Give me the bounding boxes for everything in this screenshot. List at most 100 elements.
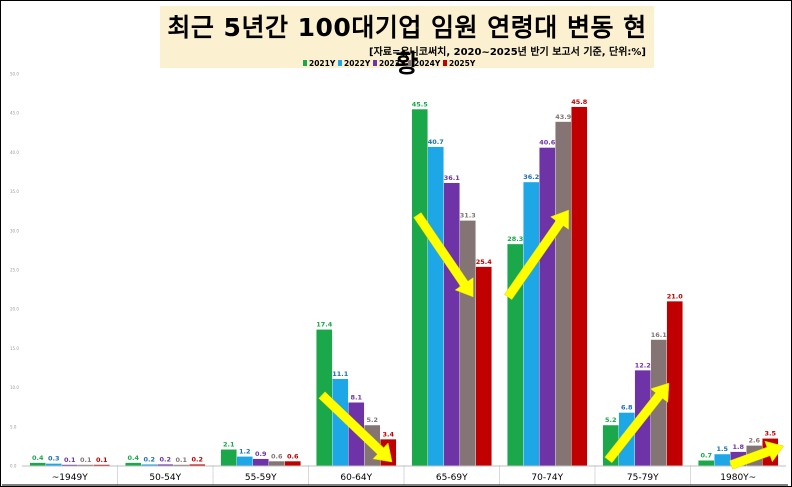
legend-swatch-2025Y	[443, 60, 447, 66]
data-label: 1.8	[732, 443, 744, 451]
y-tick-label: 10.0	[10, 385, 19, 390]
data-label: 21.0	[667, 292, 684, 300]
data-label: 1.2	[239, 448, 251, 456]
trend-arrow-down	[318, 391, 393, 463]
legend-label-2021Y: 2021Y	[309, 59, 336, 68]
data-label: 0.7	[700, 452, 712, 460]
data-label: 2.1	[223, 441, 235, 449]
data-label: 28.3	[507, 235, 523, 243]
data-label: 0.1	[96, 456, 108, 464]
x-tick-label: ~1949Y	[52, 473, 88, 483]
data-label: 12.2	[635, 361, 651, 369]
y-tick-label: 0.0	[10, 464, 17, 469]
bar-2021Y-65-69Y	[411, 109, 428, 466]
y-tick-label: 15.0	[10, 346, 19, 351]
bar-2023Y-55-59Y	[252, 458, 269, 466]
trend-arrow-up	[504, 209, 569, 300]
bar-2025Y-70-74Y	[571, 106, 588, 466]
data-label: 0.6	[271, 452, 283, 460]
data-label: 8.1	[350, 393, 362, 401]
title-box: 최근 5년간 100대기업 임원 연령대 변동 현황 [자료=유니코써치, 20…	[160, 6, 654, 78]
bar-2021Y-50-54Y	[125, 462, 142, 466]
bar-2025Y-~1949Y	[93, 464, 110, 466]
data-label: 36.2	[523, 173, 539, 181]
data-label: 43.9	[555, 113, 572, 121]
data-label: 0.2	[143, 455, 155, 463]
legend-label-2022Y: 2022Y	[344, 59, 371, 68]
x-tick-label: 75-79Y	[627, 473, 659, 483]
trend-arrow-up	[604, 382, 670, 464]
data-label: 0.4	[32, 454, 44, 462]
x-tick-label: 70-74Y	[531, 473, 563, 483]
bar-2022Y-50-54Y	[141, 464, 158, 466]
legend-swatch-2021Y	[303, 60, 307, 66]
data-label: 17.4	[316, 321, 333, 329]
bar-2024Y-70-74Y	[555, 121, 572, 466]
y-tick-label: 5.0	[10, 424, 17, 429]
y-tick-label: 25.0	[10, 268, 19, 273]
bar-2022Y-70-74Y	[523, 182, 540, 466]
bar-2024Y-~1949Y	[77, 464, 94, 466]
data-label: 0.1	[80, 456, 92, 464]
bar-2022Y-60-64Y	[332, 378, 349, 466]
data-label: 5.2	[605, 416, 617, 424]
x-tick-label: 55-59Y	[245, 473, 277, 483]
data-label: 40.7	[428, 138, 444, 146]
trend-arrow-down	[413, 212, 474, 298]
bar-2025Y-65-69Y	[475, 266, 492, 466]
bar-2022Y-1980Y~	[714, 454, 731, 466]
legend-swatch-2024Y	[408, 60, 412, 66]
data-label: 11.1	[332, 370, 349, 378]
x-tick-label: 65-69Y	[436, 473, 468, 483]
bar-2022Y-55-59Y	[236, 456, 253, 466]
bar-2024Y-65-69Y	[459, 220, 476, 466]
bar-2025Y-55-59Y	[284, 461, 301, 466]
bar-2023Y-~1949Y	[61, 464, 78, 466]
y-tick-label: 50.0	[10, 72, 19, 77]
data-label: 0.4	[127, 454, 139, 462]
chart-title: 최근 5년간 100대기업 임원 연령대 변동 현황	[167, 13, 647, 78]
data-label: 3.4	[382, 430, 394, 438]
data-label: 16.1	[651, 331, 668, 339]
data-label: 0.3	[48, 455, 60, 463]
y-tick-label: 20.0	[10, 307, 19, 312]
legend-swatch-2022Y	[338, 60, 342, 66]
data-label: 36.1	[444, 174, 461, 182]
data-label: 2.6	[748, 437, 760, 445]
bar-2025Y-50-54Y	[189, 464, 206, 466]
data-label: 0.1	[64, 456, 76, 464]
bar-2023Y-70-74Y	[539, 147, 556, 467]
data-label: 0.1	[175, 456, 187, 464]
trend-arrow-up	[729, 440, 785, 470]
data-label: 5.2	[366, 416, 378, 424]
bar-2024Y-55-59Y	[268, 461, 285, 466]
x-tick-label: 1980Y~	[720, 473, 756, 483]
data-label: 0.6	[287, 452, 299, 460]
chart-subtitle: [자료=유니코써치, 2020~2025년 반기 보고서 기준, 단위:%]	[369, 47, 646, 58]
data-label: 6.8	[621, 404, 633, 412]
y-tick-label: 30.0	[10, 228, 19, 233]
data-label: 0.9	[255, 450, 267, 458]
data-label: 1.5	[716, 445, 728, 453]
legend-label-2025Y: 2025Y	[449, 59, 476, 68]
data-label: 3.5	[764, 430, 776, 438]
bar-2023Y-50-54Y	[157, 464, 174, 466]
data-label: 31.3	[460, 212, 476, 220]
data-label: 0.2	[191, 455, 203, 463]
data-label: 0.2	[159, 455, 171, 463]
legend-swatch-2023Y	[373, 60, 377, 66]
bar-2023Y-65-69Y	[443, 182, 460, 466]
y-tick-label: 45.0	[10, 111, 19, 116]
legend-label-2024Y: 2024Y	[414, 59, 441, 68]
bar-2022Y-65-69Y	[427, 146, 444, 467]
bar-2021Y-55-59Y	[220, 449, 237, 466]
x-tick-label: 50-54Y	[149, 473, 181, 483]
bar-2021Y-70-74Y	[507, 244, 524, 466]
data-label: 45.8	[571, 98, 588, 106]
bar-2021Y-~1949Y	[29, 462, 46, 466]
data-label: 45.5	[412, 100, 429, 108]
bar-2024Y-50-54Y	[173, 464, 190, 466]
data-label: 25.4	[476, 258, 493, 266]
y-tick-label: 35.0	[10, 189, 19, 194]
